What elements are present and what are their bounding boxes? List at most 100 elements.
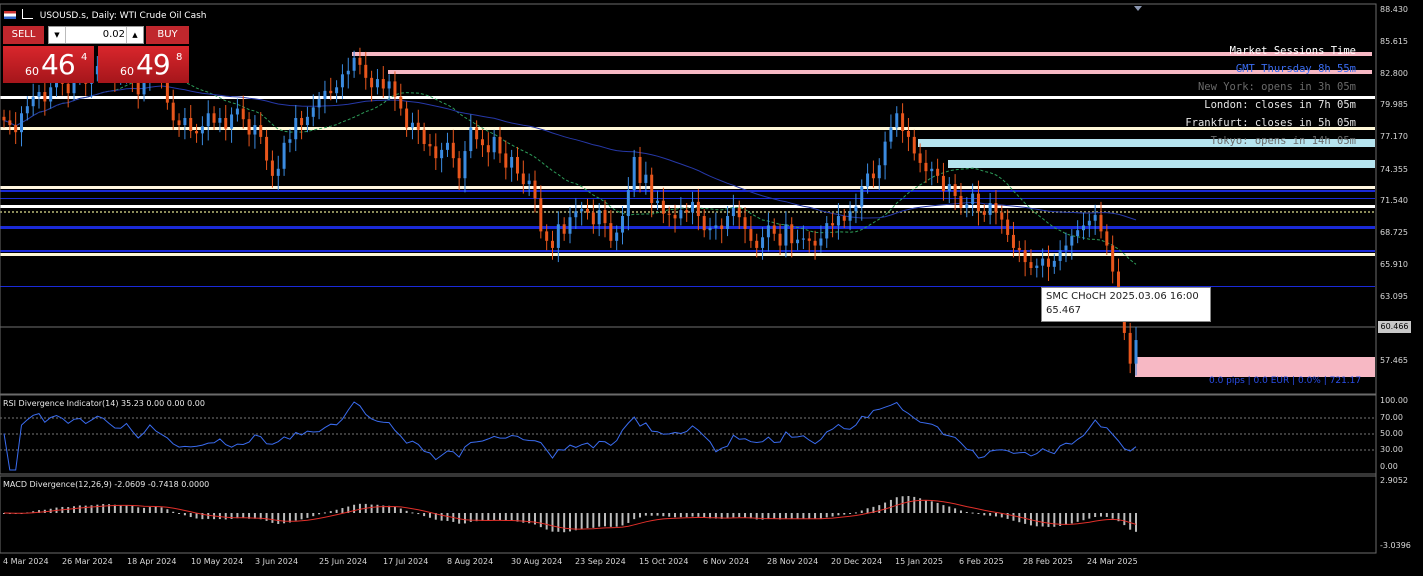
macd-histogram-bar [691,513,694,517]
sell-price-point: 4 [81,52,88,63]
candle-body [434,146,438,159]
candle-body [95,66,99,75]
macd-histogram-bar [889,499,892,513]
candle-body [1017,247,1021,251]
candle-body [533,180,537,199]
macd-histogram-bar [393,506,396,513]
candle-body [1064,245,1068,251]
candle-body [428,143,432,147]
candle-body [165,74,169,103]
lot-increase-button[interactable]: ▲ [126,27,143,43]
date-label: 8 Aug 2024 [447,557,494,566]
candle-body [772,225,776,234]
macd-histogram-bar [936,502,939,513]
current-price-tag: 60.466 [1378,321,1411,333]
macd-histogram-bar [674,513,677,518]
candle-body [335,87,339,94]
chart-icon[interactable] [21,9,33,19]
level-line [0,96,1375,99]
macd-signal-line [3,499,1137,530]
candle-body [416,122,420,130]
buy-button[interactable]: BUY [146,26,189,44]
candle-body [475,127,479,140]
candle-body [1087,220,1091,226]
macd-histogram-bar [510,513,513,521]
sell-price-button[interactable]: 60 46 4 [3,46,94,83]
sessions-frankfurt: Frankfurt: closes in 5h 05m [1185,117,1356,129]
candle-body [1105,231,1109,246]
candle-body [247,119,251,135]
candle-body [381,79,385,89]
price-axis-label: 65.910 [1380,260,1408,269]
candle-body [393,81,397,97]
macd-histogram-bar [528,513,531,524]
candle-body [895,113,899,128]
candle-body [1023,250,1027,263]
candle-body [842,216,846,221]
smc-price: 65.467 [1046,305,1081,316]
candle-body [1035,265,1039,268]
macd-histogram-bar [609,513,612,527]
lot-decrease-button[interactable]: ▼ [49,27,66,43]
candle-body [200,126,204,134]
candle-body [25,106,29,114]
macd-histogram-bar [417,513,420,515]
macd-axis-label: -3.0396 [1380,541,1411,550]
candle-body [218,118,222,123]
candle-body [702,216,706,231]
macd-histogram-bar [137,507,140,513]
support-zone [918,139,1375,147]
candle-body [708,227,712,231]
candle-body [871,173,875,179]
macd-histogram-bar [376,504,379,513]
candle-body [632,156,636,191]
sell-button[interactable]: SELL [3,26,44,44]
lot-size-input[interactable]: 0.02 [102,29,125,40]
candle-body [597,210,601,225]
candle-body [445,142,449,150]
candle-body [731,207,735,217]
macd-histogram-bar [434,513,437,520]
candle-body [224,118,228,129]
macd-histogram-bar [102,504,105,513]
macd-histogram-bar [154,506,157,513]
buy-price-button[interactable]: 60 49 8 [98,46,189,83]
candle-body [72,75,76,94]
candle-body [883,141,887,166]
macd-histogram-bar [487,513,490,521]
candle-body [241,108,245,120]
lot-size-stepper[interactable]: ▼ 0.02 ▲ [48,26,144,44]
macd-histogram-bar [522,513,525,523]
price-axis-label: 77.170 [1380,132,1408,141]
macd-histogram-bar [195,513,198,519]
candle-body [679,210,683,219]
flag-icon[interactable] [4,11,16,19]
candle-body [270,160,274,176]
macd-histogram-bar [265,513,268,521]
macd-histogram-bar [242,513,245,519]
macd-histogram-bar [183,513,186,516]
macd-histogram-bar [207,513,210,519]
macd-histogram-bar [90,505,93,513]
resistance-zone [388,70,1372,74]
candle-body [66,83,70,94]
candle-body [778,233,782,246]
macd-histogram-bar [38,510,41,513]
candle-body [43,92,47,102]
date-label: 18 Apr 2024 [127,557,177,566]
candle-body [206,113,210,127]
candle-body [994,203,998,213]
macd-histogram-bar [271,513,274,523]
macd-histogram-bar [633,513,636,520]
candle-body [282,142,286,169]
candle-body [924,162,928,172]
candle-body [988,203,992,215]
macd-histogram-bar [230,513,233,519]
macd-title: MACD Divergence(12,26,9) -2.0609 -0.7418… [3,480,210,489]
macd-histogram-bar [779,513,782,520]
candle-body [527,180,531,185]
level-line [0,186,1375,189]
macd-histogram-bar [347,506,350,513]
